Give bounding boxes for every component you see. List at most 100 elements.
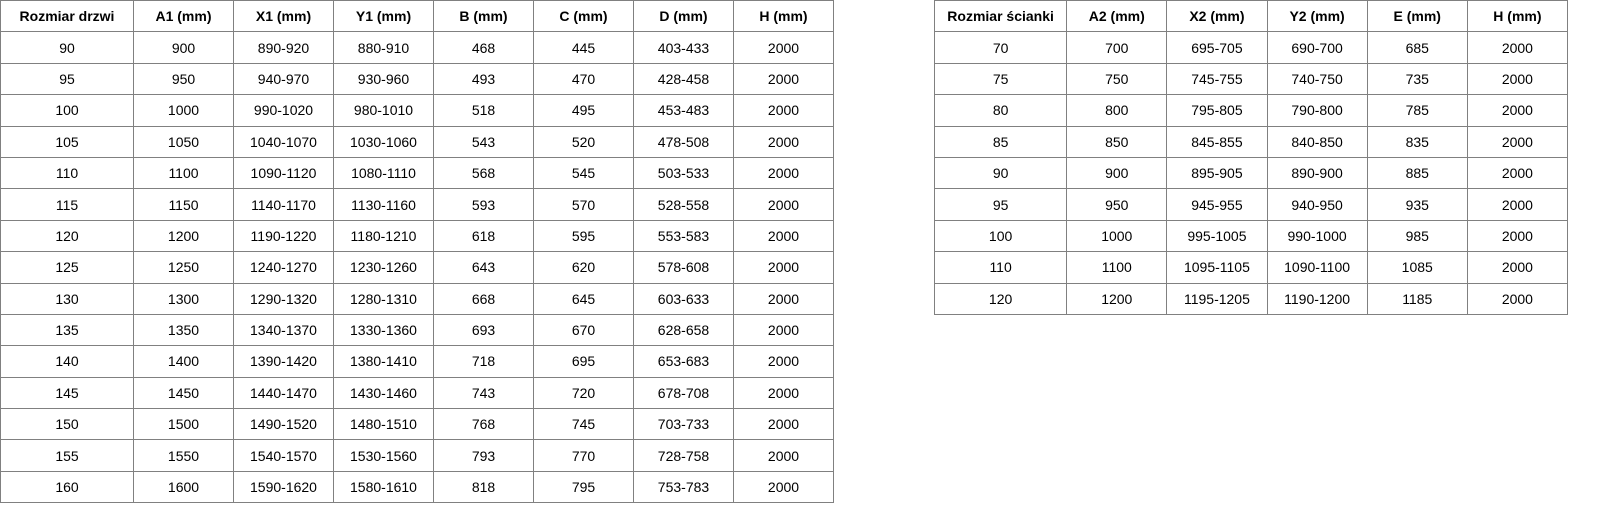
table-header: Rozmiar drzwi A1 (mm) X1 (mm) Y1 (mm) B (mm)…	[0, 0, 834, 33]
table-cell: 745	[533, 408, 634, 441]
table-cell: 110	[933, 251, 1068, 284]
table-row: 120 1200 1190-1220 1180-1210 618 595 553-583 20…	[0, 219, 834, 253]
table-cell: 700	[1066, 31, 1168, 64]
column-header: Y1 (mm)	[333, 0, 434, 33]
table-cell: 695	[533, 345, 634, 378]
table-cell: 750	[1066, 62, 1168, 96]
table-cell: 753-783	[633, 470, 734, 504]
table-row: 80 800 795-805 790-800 785 2000	[933, 94, 1569, 127]
table-header: Rozmiar ścianki A2 (mm) X2 (mm) Y2 (mm) E (m…	[933, 0, 1569, 33]
table-cell: 518	[433, 94, 534, 127]
table-cell: 940-950	[1266, 188, 1368, 221]
table-cell: 140	[0, 345, 134, 378]
table-row: 100 1000 990-1020 980-1010 518 495 453-483 2000	[0, 94, 834, 127]
table-cell: 990-1020	[233, 94, 334, 127]
column-header: Rozmiar ścianki	[933, 0, 1068, 33]
table-cell: 503-533	[633, 156, 734, 190]
table-cell: 1600	[133, 470, 234, 504]
door-dimensions-table: Rozmiar drzwi A1 (mm) X1 (mm) Y1 (mm) B (mm)…	[0, 0, 834, 504]
table-cell: 628-658	[633, 313, 734, 347]
table-cell: 428-458	[633, 62, 734, 96]
table-cell: 1090-1120	[233, 156, 334, 190]
table-cell: 100	[933, 219, 1068, 253]
table-row: 110 1100 1095-1105 1090-1100 1085 2000	[933, 251, 1569, 284]
table-cell: 570	[533, 188, 634, 221]
table-cell: 890-900	[1266, 156, 1368, 190]
table-row: 90 900 890-920 880-910 468 445 403-433 2000	[0, 31, 834, 64]
table-row: 135 1350 1340-1370 1330-1360 693 670 628-658 20…	[0, 313, 834, 347]
table-cell: 900	[1066, 156, 1168, 190]
table-cell: 2000	[733, 345, 834, 378]
table-cell: 2000	[1466, 188, 1569, 221]
column-header: Rozmiar drzwi	[0, 0, 134, 33]
table-cell: 75	[933, 62, 1068, 96]
table-cell: 1480-1510	[333, 408, 434, 441]
table-cell: 1350	[133, 313, 234, 347]
table-cell: 793	[433, 439, 534, 472]
table-cell: 1195-1205	[1166, 282, 1268, 315]
table-cell: 795	[533, 470, 634, 504]
table-cell: 445	[533, 31, 634, 64]
table-cell: 2000	[733, 125, 834, 158]
table-cell: 1390-1420	[233, 345, 334, 378]
table-cell: 1095-1105	[1166, 251, 1268, 284]
table-cell: 495	[533, 94, 634, 127]
column-header: B (mm)	[433, 0, 534, 33]
table-cell: 1200	[133, 219, 234, 253]
table-cell: 1590-1620	[233, 470, 334, 504]
table-cell: 543	[433, 125, 534, 158]
table-cell: 770	[533, 439, 634, 472]
table-cell: 735	[1366, 62, 1468, 96]
table-row: 145 1450 1440-1470 1430-1460 743 720 678-708 20…	[0, 376, 834, 410]
table-cell: 845-855	[1166, 125, 1268, 158]
table-cell: 145	[0, 376, 134, 410]
table-body: 70 700 695-705 690-700 685 2000 75 750 745-755 74…	[933, 31, 1569, 315]
table-row: 130 1300 1290-1320 1280-1310 668 645 603-633 20…	[0, 282, 834, 315]
table-row: 160 1600 1590-1620 1580-1610 818 795 753-783 20…	[0, 470, 834, 504]
wall-panel-dimensions-table: Rozmiar ścianki A2 (mm) X2 (mm) Y2 (mm) E (m…	[933, 0, 1569, 315]
table-cell: 1290-1320	[233, 282, 334, 315]
table-cell: 1450	[133, 376, 234, 410]
table-cell: 110	[0, 156, 134, 190]
table-cell: 930-960	[333, 62, 434, 96]
table-cell: 2000	[733, 470, 834, 504]
table-cell: 1340-1370	[233, 313, 334, 347]
table-cell: 70	[933, 31, 1068, 64]
table-cell: 120	[0, 219, 134, 253]
column-header: A1 (mm)	[133, 0, 234, 33]
table-cell: 668	[433, 282, 534, 315]
table-cell: 1490-1520	[233, 408, 334, 441]
table-cell: 740-750	[1266, 62, 1368, 96]
table-cell: 80	[933, 94, 1068, 127]
table-cell: 653-683	[633, 345, 734, 378]
table-cell: 1440-1470	[233, 376, 334, 410]
table-cell: 900	[133, 31, 234, 64]
table-cell: 2000	[1466, 31, 1569, 64]
table-cell: 880-910	[333, 31, 434, 64]
table-cell: 1230-1260	[333, 251, 434, 284]
table-cell: 1030-1060	[333, 125, 434, 158]
table-cell: 945-955	[1166, 188, 1268, 221]
table-row: 150 1500 1490-1520 1480-1510 768 745 703-733 20…	[0, 408, 834, 441]
column-header: C (mm)	[533, 0, 634, 33]
table-cell: 150	[0, 408, 134, 441]
column-header: E (mm)	[1366, 0, 1468, 33]
table-cell: 1500	[133, 408, 234, 441]
table-cell: 2000	[1466, 156, 1569, 190]
column-header: D (mm)	[633, 0, 734, 33]
table-cell: 890-920	[233, 31, 334, 64]
table-cell: 568	[433, 156, 534, 190]
table-cell: 125	[0, 251, 134, 284]
table-cell: 95	[0, 62, 134, 96]
table-cell: 800	[1066, 94, 1168, 127]
table-cell: 745-755	[1166, 62, 1268, 96]
table-cell: 90	[0, 31, 134, 64]
table-cell: 1250	[133, 251, 234, 284]
table-cell: 690-700	[1266, 31, 1368, 64]
table-cell: 2000	[733, 31, 834, 64]
table-cell: 768	[433, 408, 534, 441]
table-cell: 645	[533, 282, 634, 315]
table-cell: 1080-1110	[333, 156, 434, 190]
table-cell: 720	[533, 376, 634, 410]
table-cell: 1300	[133, 282, 234, 315]
